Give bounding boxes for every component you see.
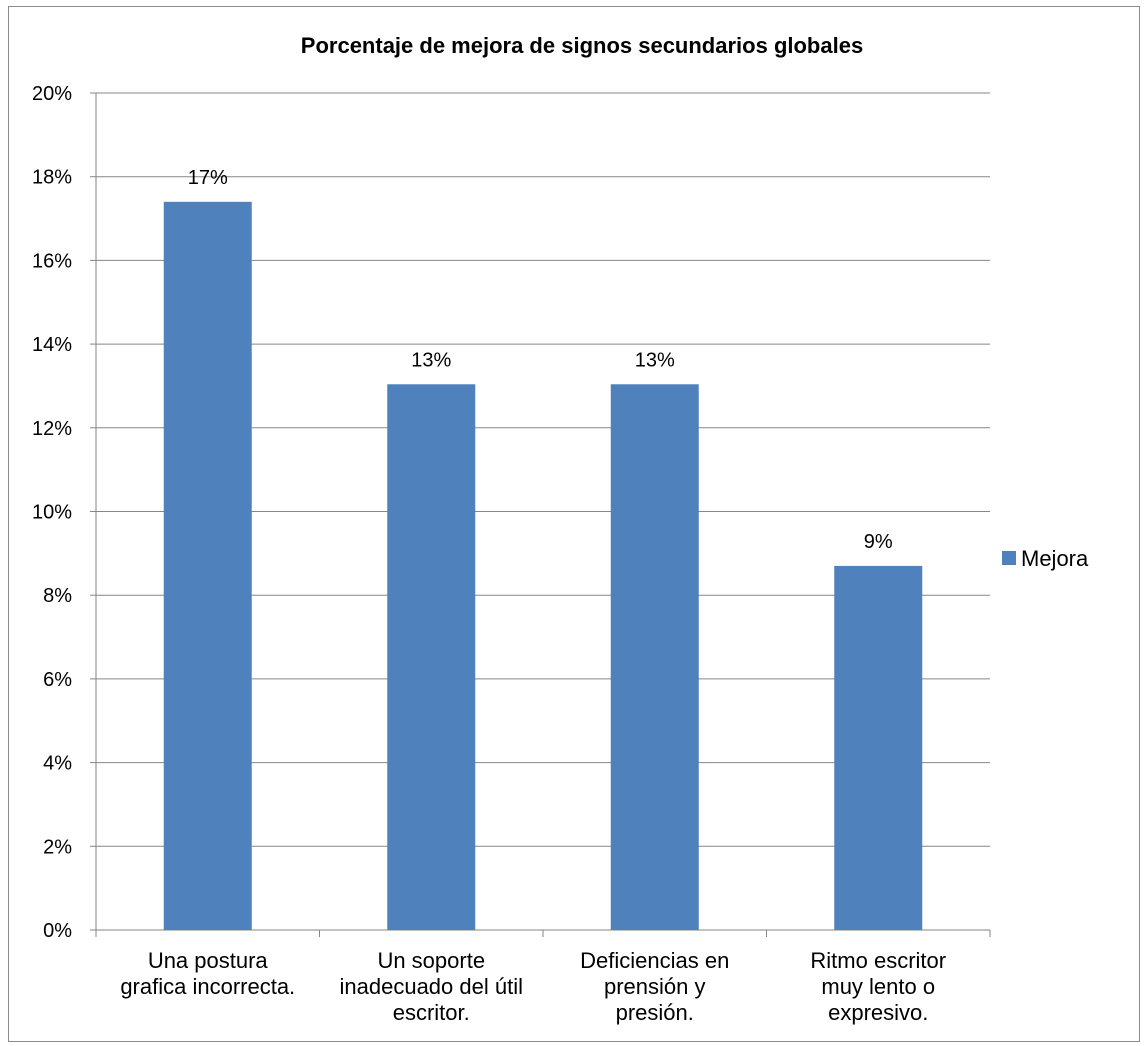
chart-title: Porcentaje de mejora de signos secundari… <box>301 33 863 58</box>
y-tick-label: 2% <box>43 836 72 858</box>
category-label: Ritmo escritor muy lento o expresivo. <box>810 948 946 1025</box>
legend: Mejora <box>1002 546 1089 571</box>
y-tick-label: 12% <box>32 418 72 440</box>
legend-swatch <box>1002 551 1016 565</box>
data-labels: 17% 13% 13% 9% <box>188 167 893 553</box>
bar <box>834 565 923 930</box>
y-tick-label: 8% <box>43 585 72 607</box>
bar <box>610 384 699 930</box>
legend-label: Mejora <box>1021 546 1089 571</box>
y-tick-label: 6% <box>43 669 72 691</box>
data-label: 9% <box>864 531 893 553</box>
y-tick-label: 18% <box>32 167 72 189</box>
y-tick-label: 10% <box>32 502 72 524</box>
y-tick-label: 4% <box>43 753 72 775</box>
y-tick-label: 0% <box>43 920 72 942</box>
bars <box>163 201 923 930</box>
category-label: Un soporte inadecuado del útil escritor. <box>340 948 523 1025</box>
data-label: 13% <box>411 349 451 371</box>
y-tick-label: 14% <box>32 334 72 356</box>
category-label: Una postura grafica incorrecta. <box>120 948 295 999</box>
y-tick-label: 16% <box>32 250 72 272</box>
bar <box>387 384 476 930</box>
category-label: Deficiencias en prensión y presión. <box>580 948 729 1025</box>
data-label: 17% <box>188 167 228 189</box>
y-tick-label: 20% <box>32 83 72 105</box>
category-labels: Una postura grafica incorrecta. Un soporte… <box>120 948 946 1025</box>
bar <box>163 201 252 930</box>
data-label: 13% <box>635 349 675 371</box>
